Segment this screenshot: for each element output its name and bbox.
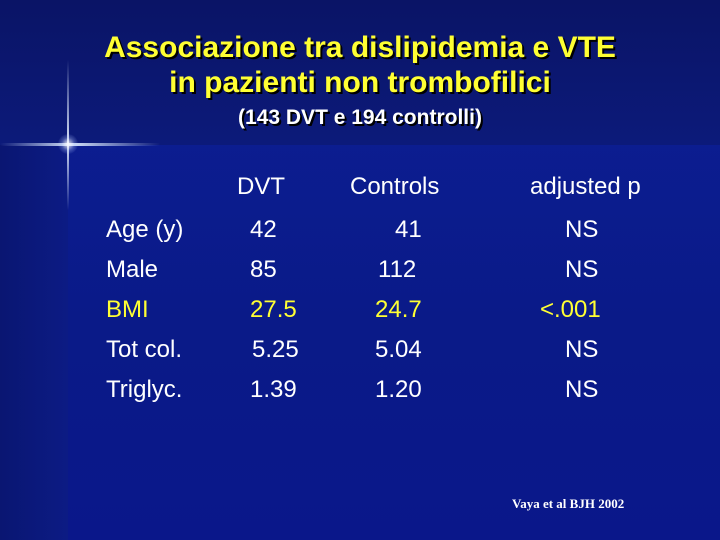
- row-label-triglyc: Triglyc.: [106, 376, 183, 403]
- cell-triglyc-p: NS: [565, 376, 599, 403]
- cell-bmi-dvt: 27.5: [250, 296, 297, 323]
- row-label-tot-col: Tot col.: [106, 336, 183, 363]
- column-header-adjusted-p: adjusted p: [530, 173, 641, 200]
- row-label-male: Male: [106, 256, 159, 283]
- cell-tot-col-p: NS: [565, 336, 599, 363]
- header-band: [0, 0, 720, 145]
- cell-bmi-controls: 24.7: [375, 296, 422, 323]
- cell-triglyc-controls: 1.20: [375, 376, 422, 403]
- light-flare-horizontal: [0, 143, 160, 146]
- row-label-bmi: BMI: [106, 296, 149, 323]
- cell-male-controls: 112: [378, 256, 417, 283]
- row-label-age: Age (y): [106, 216, 184, 243]
- left-band: [0, 145, 68, 540]
- slide-subtitle: (143 DVT e 194 controlli): [238, 106, 482, 129]
- cell-age-controls: 41: [395, 216, 422, 243]
- cell-age-p: NS: [565, 216, 599, 243]
- cell-tot-col-dvt: 5.25: [252, 336, 299, 363]
- cell-tot-col-controls: 5.04: [375, 336, 422, 363]
- citation-footnote: Vaya et al BJH 2002: [512, 496, 625, 511]
- slide-title-line-1: Associazione tra dislipidemia e VTE: [104, 31, 616, 64]
- slide-title-line-2: in pazienti non trombofilici: [169, 66, 551, 99]
- column-header-controls: Controls: [350, 173, 440, 200]
- cell-male-p: NS: [565, 256, 599, 283]
- light-flare-core: [58, 134, 78, 154]
- cell-triglyc-dvt: 1.39: [250, 376, 297, 403]
- column-header-dvt: DVT: [237, 173, 285, 200]
- cell-age-dvt: 42: [250, 216, 277, 243]
- title-block: Associazione tra dislipidemia e VTE in p…: [60, 30, 660, 132]
- cell-bmi-p: <.001: [540, 296, 601, 323]
- cell-male-dvt: 85: [250, 256, 277, 283]
